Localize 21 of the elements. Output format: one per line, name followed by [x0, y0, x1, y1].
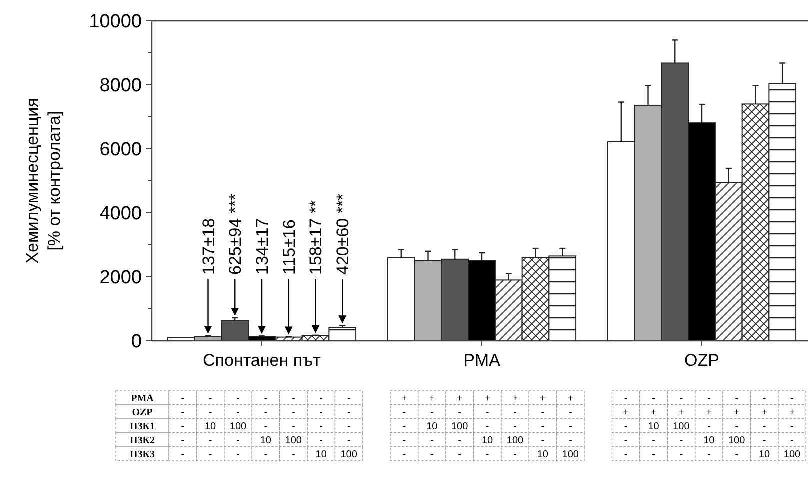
text: П3К3 - - - - - 10 100 - - - - - 10 100 - - - - - 10 100: [130, 450, 801, 460]
text: П3К2 - - - 10 100 - - - - - 10 100 - - - - - 10 100 - -: [130, 436, 794, 446]
y-tick-label: 10000: [89, 12, 142, 33]
y-tick-label: 6000: [100, 140, 142, 161]
y-axis-title: Хемилуминесценция [% от контролата]: [23, 98, 64, 264]
x-tick-label: Спонтанен път: [203, 351, 322, 370]
data-label: 625±94 ***: [226, 193, 246, 275]
data-label: 134±17: [253, 218, 272, 275]
x-tick-label: OZP: [684, 351, 720, 370]
text: П3К1 - 10 100 - - - - - 10 100 - - - - - 10 100 - - - -: [130, 422, 794, 432]
data-label: 158±17 **: [306, 200, 326, 275]
data-label: 420±60 ***: [334, 193, 353, 275]
text: OZP - - - - - - - - - - - - - - + + + + + + +: [132, 408, 796, 418]
y-tick-label: 2000: [100, 268, 142, 289]
y-tick-label: 0: [131, 332, 142, 353]
y-tick-label: 8000: [100, 76, 142, 97]
data-label: 115±16: [280, 220, 299, 275]
y-tick-label: 4000: [100, 204, 142, 225]
text: PMA - - - - - - - + + + + + + + - - - - - - -: [131, 394, 794, 404]
data-label: 137±18: [199, 218, 218, 275]
x-tick-label: PMA: [464, 351, 502, 370]
